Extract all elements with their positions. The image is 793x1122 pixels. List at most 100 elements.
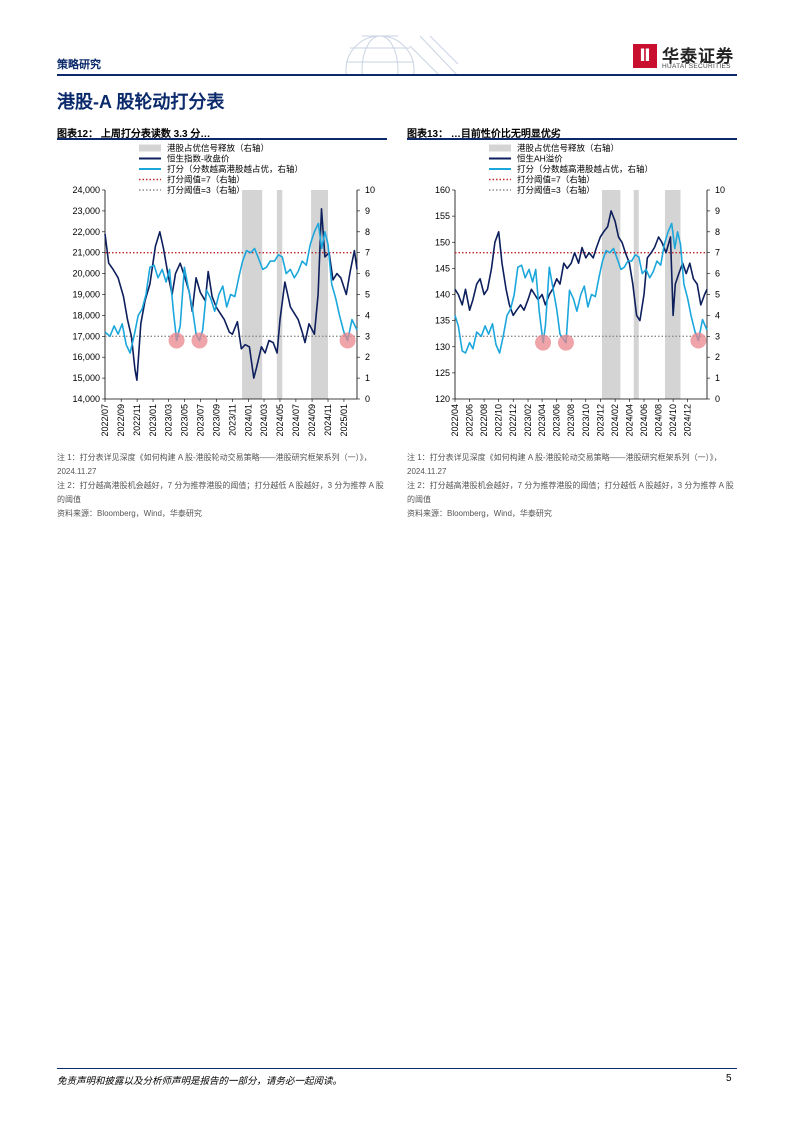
right-tick-label: 2	[365, 352, 370, 362]
x-tick-label: 2023/09	[212, 404, 222, 437]
right-tick-label: 2	[715, 352, 720, 362]
right-tick-label: 10	[365, 185, 375, 195]
x-tick-label: 2022/11	[132, 404, 142, 436]
x-tick-label: 2022/06	[465, 404, 475, 437]
right-tick-label: 4	[365, 310, 370, 320]
note-2: 注 2：打分越高港股机会越好，7 分为推荐港股的阈值；打分越低 A 股越好，3 …	[57, 481, 384, 504]
series-line	[104, 222, 358, 354]
right-tick-label: 4	[715, 310, 720, 320]
left-tick-label: 15,000	[72, 373, 100, 383]
x-tick-label: 2023/02	[523, 404, 533, 437]
legend-label: 恒生AH溢价	[517, 154, 563, 164]
x-tick-label: 2024/11	[323, 404, 333, 436]
x-tick-label: 2024/05	[275, 404, 285, 437]
brand-logo: Ⅱ 华泰证券 HUATAI SECURITIES	[633, 42, 743, 72]
right-tick-label: 6	[365, 269, 370, 279]
signal-marker	[191, 332, 208, 349]
source-note: 资料来源：Bloomberg，Wind，华泰研究	[407, 509, 552, 518]
left-tick-label: 24,000	[72, 185, 100, 195]
right-tick-label: 3	[715, 331, 720, 341]
legend-label: 港股占优信号释放（右轴）	[167, 143, 269, 153]
x-tick-label: 2024/02	[610, 404, 620, 437]
x-tick-label: 2024/12	[683, 404, 693, 437]
right-tick-label: 3	[365, 331, 370, 341]
right-tick-label: 10	[715, 185, 725, 195]
x-tick-label: 2023/01	[148, 404, 158, 437]
right-tick-label: 9	[365, 206, 370, 216]
ah-premium-score-chart: 港股占优信号释放（右轴）恒生AH溢价打分（分数越高港股越占优，右轴）打分阈值=7…	[435, 143, 725, 437]
x-tick-label: 2022/12	[508, 404, 518, 437]
x-tick-label: 2024/06	[639, 404, 649, 437]
right-tick-label: 5	[715, 290, 720, 300]
series-line	[104, 208, 358, 381]
right-tick-label: 1	[365, 373, 370, 383]
left-tick-label: 22,000	[72, 227, 100, 237]
legend-band-swatch	[489, 144, 511, 152]
legend-band-swatch	[139, 144, 161, 152]
left-tick-label: 155	[435, 211, 450, 221]
right-tick-label: 0	[715, 394, 720, 404]
x-tick-label: 2023/06	[552, 404, 562, 437]
right-tick-label: 1	[715, 373, 720, 383]
footer-divider	[57, 1068, 737, 1069]
left-tick-label: 23,000	[72, 206, 100, 216]
page-title: 港股-A 股轮动打分表	[57, 92, 225, 112]
series-line	[454, 210, 708, 322]
legend-label: 打分阈值=7（右轴）	[167, 175, 245, 185]
signal-marker	[535, 334, 552, 351]
x-tick-label: 2022/07	[100, 404, 110, 437]
left-tick-label: 125	[435, 368, 450, 378]
legend-label: 打分阈值=3（右轴）	[517, 185, 595, 195]
right-tick-label: 7	[365, 248, 370, 258]
source-note: 资料来源：Bloomberg，Wind，华泰研究	[57, 509, 202, 518]
signal-marker	[557, 334, 574, 351]
header-divider	[57, 74, 737, 76]
left-tick-label: 16,000	[72, 352, 100, 362]
x-tick-label: 2024/04	[624, 404, 634, 437]
left-tick-label: 160	[435, 185, 450, 195]
figure-title: 图表12： 上周打分表读数 3.3 分…	[57, 129, 211, 140]
signal-band	[311, 190, 329, 399]
signal-band	[633, 190, 639, 399]
left-tick-label: 140	[435, 290, 450, 300]
right-tick-label: 0	[365, 394, 370, 404]
signal-marker	[339, 332, 356, 349]
left-tick-label: 14,000	[72, 394, 100, 404]
right-tick-label: 5	[365, 290, 370, 300]
left-tick-label: 18,000	[72, 310, 100, 320]
figure-title: 图表13： …目前性价比无明显优劣	[407, 129, 561, 140]
signal-band	[602, 190, 621, 399]
legend-label: 恒生指数-收盘价	[167, 154, 230, 164]
page-number: 5	[726, 1073, 732, 1084]
section-label: 策略研究	[57, 59, 101, 71]
figure-notes: 注 1：打分表详见深度《如何构建 A 股-港股轮动交易策略——港股研究框架系列（…	[57, 451, 387, 521]
left-tick-label: 120	[435, 394, 450, 404]
note-2: 注 2：打分越高港股机会越好，7 分为推荐港股的阈值；打分越低 A 股越好，3 …	[407, 481, 734, 504]
x-tick-label: 2024/10	[668, 404, 678, 437]
x-tick-label: 2024/07	[291, 404, 301, 437]
x-tick-label: 2023/08	[566, 404, 576, 437]
left-tick-label: 21,000	[72, 248, 100, 258]
footer-disclaimer: 免责声明和披露以及分析师声明是报告的一部分，请务必一起阅读。	[57, 1076, 343, 1087]
signal-band	[242, 190, 263, 399]
x-tick-label: 2025/01	[339, 404, 349, 437]
legend-label: 打分（分数越高港股越占优，右轴）	[517, 164, 653, 174]
note-1: 注 1：打分表详见深度《如何构建 A 股-港股轮动交易策略——港股研究框架系列（…	[57, 453, 372, 476]
right-tick-label: 7	[715, 248, 720, 258]
right-tick-label: 8	[715, 227, 720, 237]
x-tick-label: 2023/12	[595, 404, 605, 437]
figure-notes: 注 1：打分表详见深度《如何构建 A 股-港股轮动交易策略——港股研究框架系列（…	[407, 451, 737, 521]
left-tick-label: 20,000	[72, 269, 100, 279]
x-tick-label: 2024/01	[243, 404, 253, 437]
signal-marker	[690, 332, 707, 349]
logo-en-text: HUATAI SECURITIES	[662, 63, 731, 70]
figure-title-rule	[407, 138, 737, 140]
left-tick-label: 150	[435, 237, 450, 247]
figure-title-rule	[57, 138, 387, 140]
x-tick-label: 2024/09	[307, 404, 317, 437]
legend-label: 打分阈值=3（右轴）	[167, 185, 245, 195]
x-tick-label: 2022/04	[450, 404, 460, 437]
series-line	[454, 222, 708, 354]
globe-watermark-icon	[345, 35, 459, 76]
x-tick-label: 2023/11	[227, 404, 237, 436]
